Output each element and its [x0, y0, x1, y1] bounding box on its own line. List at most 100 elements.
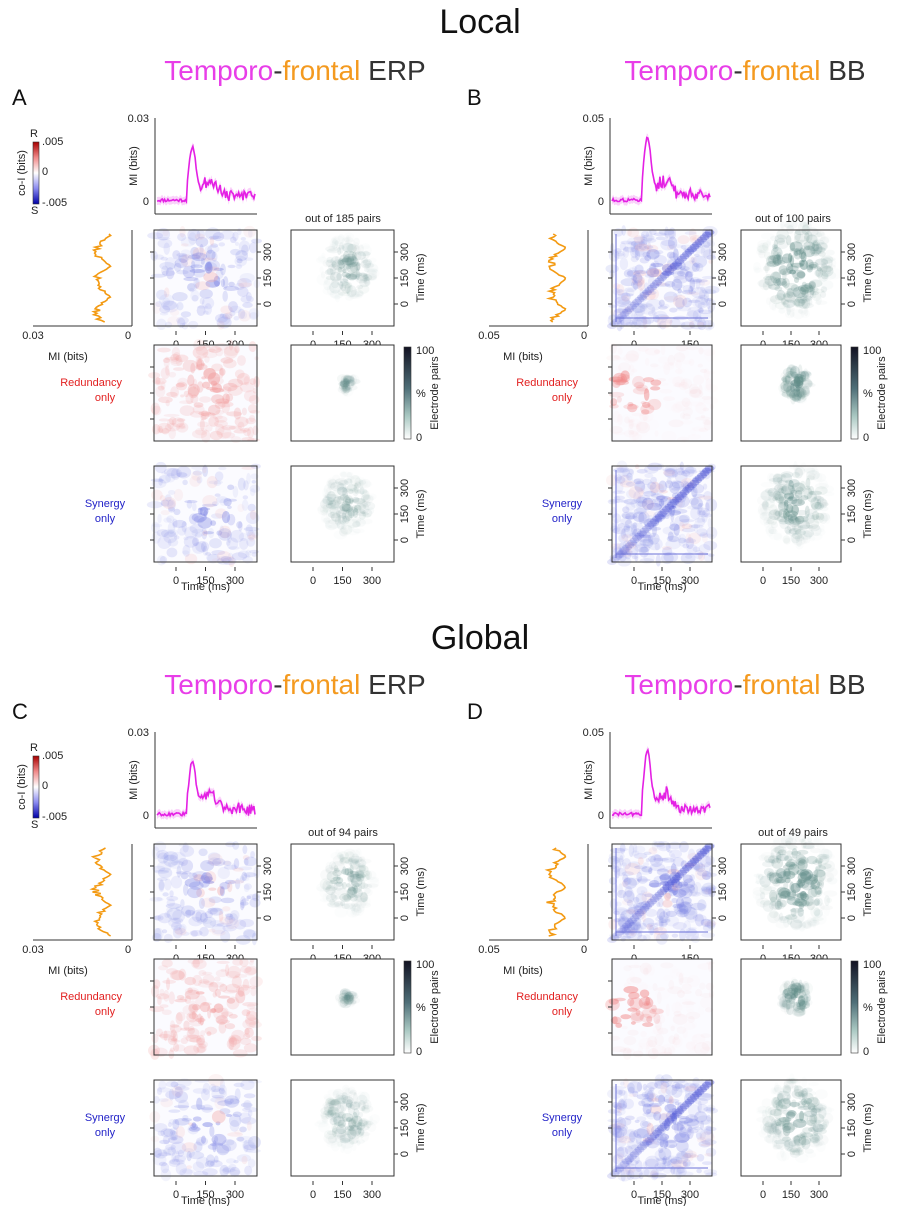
- pairs-cell: [337, 280, 349, 286]
- redundancy-label-2: only: [95, 1006, 116, 1018]
- heatmap-cell: [678, 261, 686, 271]
- pairs-cell: [788, 516, 800, 525]
- heatmap-cell: [661, 431, 676, 442]
- pairs-cell: [342, 1129, 355, 1135]
- title-temporo: Temporo: [164, 669, 273, 700]
- heatmap-cell: [646, 249, 661, 259]
- heatmap-cell: [161, 265, 169, 276]
- pairs-map-redundancy: [741, 959, 841, 1055]
- heatmap-cell: [156, 897, 163, 901]
- heatmap-cell: [702, 419, 713, 426]
- heatmap-cell: [647, 481, 657, 490]
- heatmap-cell: [243, 1043, 258, 1053]
- heatmap-cell: [634, 532, 645, 539]
- heatmap-cell: [243, 225, 256, 238]
- pairs-cell: [773, 484, 787, 496]
- pairs-cell: [343, 253, 357, 266]
- heatmap-cell: [181, 1169, 195, 1174]
- heatmap-cell: [174, 1090, 189, 1104]
- pairs-cell: [808, 281, 816, 292]
- heatmap-cell: [642, 917, 655, 928]
- heatmap-cell: [706, 297, 713, 302]
- heatmap-cell: [681, 523, 693, 530]
- heatmap-cell: [635, 543, 649, 549]
- heatmap-cell: [696, 848, 708, 855]
- pairs-cell: [345, 1117, 353, 1122]
- heatmap-cell: [195, 995, 207, 1007]
- heatmap-cell: [225, 913, 234, 921]
- heatmap-cell: [628, 905, 642, 913]
- pairs-cell: [316, 274, 328, 286]
- heatmap-cell: [244, 874, 251, 879]
- heatmap-cell: [688, 228, 697, 241]
- pairs-cell: [349, 894, 358, 902]
- heatmap-cell: [689, 479, 700, 486]
- pairs-cell: [785, 510, 798, 518]
- heatmap-cell: [210, 513, 224, 519]
- pairs-cell: [789, 365, 800, 378]
- heatmap-cell: [698, 309, 712, 315]
- pairs-cell: [790, 515, 799, 523]
- title-dash: -: [733, 55, 742, 86]
- heatmap-cell: [201, 296, 215, 310]
- pairs-cell: [765, 498, 775, 509]
- heatmap-cell: [679, 928, 686, 942]
- heatmap-cell: [692, 476, 700, 483]
- pairs-cell: [784, 223, 794, 227]
- pairs-cell: [801, 297, 811, 310]
- pairs-cell: [803, 245, 816, 258]
- pairs-map-y-tick-label: 0: [846, 301, 858, 307]
- heatmap-cell: [181, 1117, 192, 1122]
- heatmap-cell: [247, 1109, 253, 1118]
- heatmap-cell: [645, 1155, 660, 1168]
- pairs-cell: [345, 994, 359, 1000]
- heatmap-cell: [636, 534, 652, 542]
- pairs-cell: [355, 1139, 366, 1144]
- pairs-cell: [787, 496, 794, 501]
- heatmap-cell: [163, 517, 172, 523]
- pairs-cell: [785, 370, 798, 379]
- heatmap-cell: [241, 871, 248, 881]
- heatmap-cell: [671, 505, 677, 509]
- heatmap-cell: [659, 508, 670, 515]
- heatmap-cell: [698, 510, 706, 516]
- pairs-cell: [341, 383, 347, 395]
- heatmap-cell: [150, 273, 167, 278]
- pairs-cell: [764, 275, 778, 286]
- heatmap-cell: [197, 421, 210, 428]
- heatmap-cell: [227, 965, 241, 979]
- heatmap-cell: [694, 253, 700, 257]
- pairs-cell: [826, 897, 832, 903]
- heatmap-cell: [692, 493, 706, 498]
- heatmap-cell: [192, 537, 200, 547]
- heatmap-cell: [700, 1033, 710, 1038]
- heatmap-cell: [246, 895, 252, 900]
- heatmap-cell: [248, 1080, 262, 1084]
- heatmap-cell: [176, 381, 188, 391]
- heatmap-cell: [175, 1012, 183, 1025]
- heatmap-cell: [656, 840, 671, 852]
- heatmap-cell: [626, 888, 635, 901]
- heatmap-cell: [177, 425, 187, 430]
- pairs-cell: [343, 377, 348, 383]
- heatmap-cell: [645, 422, 655, 430]
- heatmap-cell: [204, 244, 220, 254]
- pairs-cell: [348, 1087, 356, 1095]
- pairs-cell: [796, 395, 801, 403]
- heatmap-cell: [179, 226, 186, 238]
- heatmap-cell: [690, 860, 704, 871]
- heatmap-cell: [218, 242, 226, 247]
- pairs-cell: [355, 268, 360, 281]
- pairs-cell: [334, 1110, 345, 1119]
- pairs-cell: [799, 371, 812, 377]
- heatmap-cell: [644, 473, 654, 478]
- pairs-cell: [334, 894, 341, 900]
- pairs-map-y-tick-label: 0: [399, 915, 411, 921]
- heatmap-cell: [685, 935, 690, 940]
- heatmap-cell: [194, 532, 203, 538]
- heatmap-cell: [198, 1043, 207, 1050]
- heatmap-cell: [192, 1088, 207, 1094]
- pairs-cell: [810, 239, 825, 246]
- pairs-cell: [348, 856, 353, 867]
- heatmap-cell: [219, 525, 224, 533]
